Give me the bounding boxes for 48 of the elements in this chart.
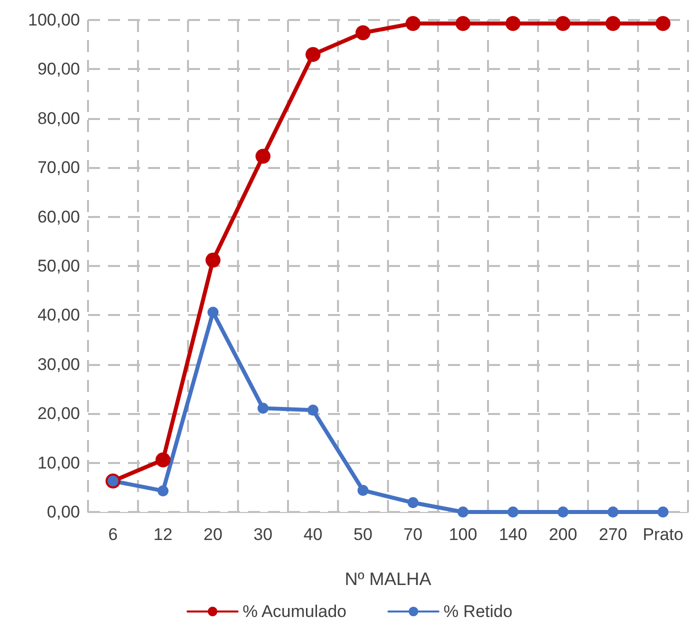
point	[306, 46, 320, 62]
y-tick-label: 60,00	[37, 207, 80, 226]
point	[558, 506, 568, 518]
point	[456, 16, 470, 31]
point	[206, 252, 220, 268]
point	[608, 506, 618, 518]
x-tick-label: Prato	[642, 525, 684, 544]
point	[408, 497, 418, 508]
point	[358, 484, 368, 496]
x-tick-label: 50	[354, 525, 372, 544]
x-axis-title: Nº MALHA	[344, 569, 432, 589]
point	[656, 16, 670, 31]
x-tick-label: 70	[404, 525, 422, 544]
x-tick-label: 40	[304, 525, 322, 544]
x-tick-label: 12	[154, 525, 172, 544]
point	[458, 506, 468, 518]
legend-label: % Acumulado	[242, 602, 347, 621]
point	[308, 404, 318, 416]
point	[658, 506, 668, 518]
y-tick-label: 70,00	[37, 158, 80, 178]
y-tick-label: 90,00	[37, 60, 80, 79]
point	[556, 16, 570, 31]
point	[258, 402, 268, 414]
x-tick-label: 270	[598, 525, 628, 544]
point	[406, 16, 420, 31]
y-tick-label: 50,00	[37, 256, 80, 276]
y-tick-label: 10,00	[37, 453, 80, 472]
x-tick-label: 100	[448, 525, 478, 544]
x-tick-label: 140	[498, 525, 528, 544]
y-tick-label: 80,00	[37, 108, 80, 128]
point	[208, 306, 218, 318]
point	[508, 506, 518, 518]
x-tick-label: 30	[254, 525, 272, 544]
y-tick-label: 30,00	[37, 354, 80, 374]
point	[506, 16, 520, 31]
y-tick-label: 100,00	[28, 10, 80, 30]
x-tick-label: 6	[108, 525, 118, 544]
point	[156, 452, 170, 468]
x-tick-label: 20	[204, 525, 222, 544]
y-tick-label: 0,00	[46, 502, 80, 522]
point	[606, 16, 620, 31]
y-tick-label: 40,00	[37, 306, 80, 325]
x-tick-label: 200	[548, 525, 578, 544]
point	[158, 485, 168, 496]
y-tick-label: 20,00	[37, 404, 80, 424]
point	[256, 148, 270, 164]
legend-label: % Retido	[443, 602, 512, 621]
point	[356, 25, 370, 40]
